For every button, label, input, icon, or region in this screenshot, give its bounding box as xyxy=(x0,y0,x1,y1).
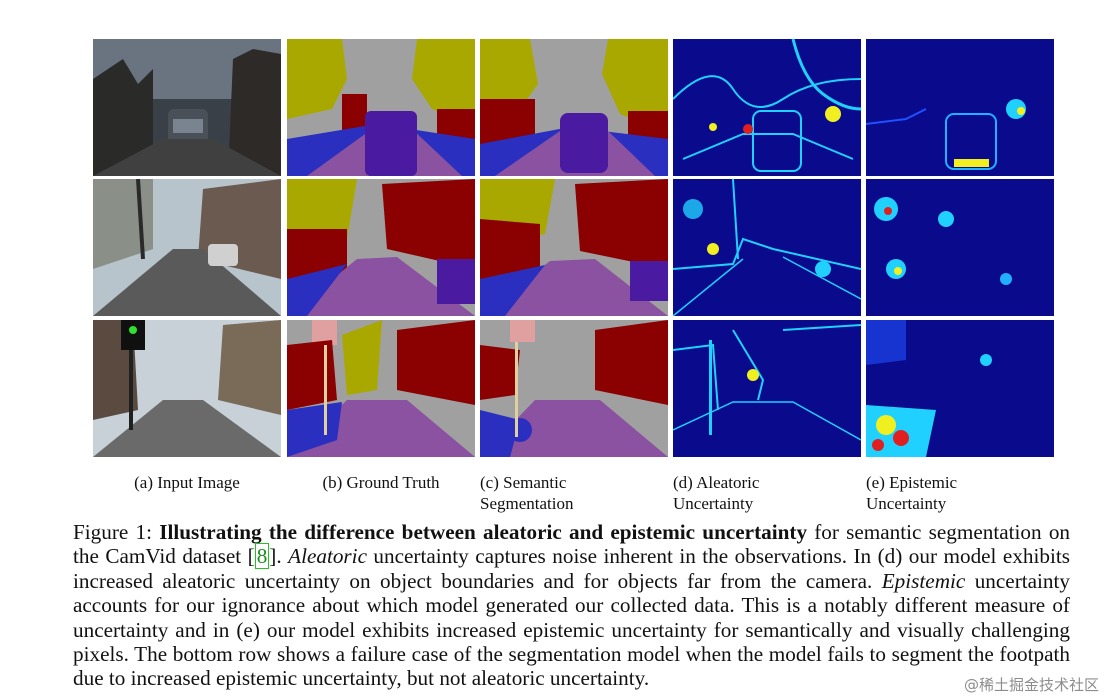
epistemic-uncertainty-row1 xyxy=(866,39,1054,176)
input-image-row3 xyxy=(93,320,281,457)
figure-caption: Figure 1: Illustrating the difference be… xyxy=(73,520,1070,691)
semantic-segmentation-row1 xyxy=(480,39,668,176)
label-semantic-segmentation: (c) Semantic Segmentation xyxy=(480,472,630,514)
aleatoric-word: Aleatoric xyxy=(288,544,367,569)
caption-prefix: Figure 1: xyxy=(73,520,160,544)
aleatoric-uncertainty-row1 xyxy=(673,39,861,176)
ground-truth-row2 xyxy=(287,179,475,316)
input-image-row1 xyxy=(93,39,281,176)
caption-sentence-2: uncertainty captures noise inherent in t… xyxy=(73,544,1071,593)
aleatoric-uncertainty-row2 xyxy=(673,179,861,316)
label-semantic-segmentation-text: (c) Semantic Segmentation xyxy=(480,473,574,513)
epistemic-uncertainty-row3 xyxy=(866,320,1054,457)
caption-title: Illustrating the difference between alea… xyxy=(159,520,808,544)
semantic-segmentation-row3 xyxy=(480,320,668,457)
caption-sentence-3: uncertainty accounts for our ignorance a… xyxy=(73,568,1071,691)
label-ground-truth: (b) Ground Truth xyxy=(322,473,440,492)
caption-after-citation: ]. xyxy=(269,544,289,569)
label-aleatoric-uncertainty-text: (d) Aleatoric Uncertainty xyxy=(673,473,760,513)
label-input-image: (a) Input Image xyxy=(134,473,240,492)
ground-truth-row1 xyxy=(287,39,475,176)
epistemic-uncertainty-row2 xyxy=(866,179,1054,316)
ground-truth-row3 xyxy=(287,320,475,457)
input-image-row2 xyxy=(93,179,281,316)
label-epistemic-uncertainty-text: (e) Epistemic Uncertainty xyxy=(866,473,958,513)
aleatoric-uncertainty-row3 xyxy=(673,320,861,457)
citation-link[interactable]: 8 xyxy=(254,543,270,570)
watermark-text: @稀土掘金技术社区 xyxy=(961,674,1101,695)
caption-after-title: for semantic segmentation on the CamVid … xyxy=(73,520,1071,569)
label-aleatoric-uncertainty: (d) Aleatoric Uncertainty xyxy=(673,472,793,514)
epistemic-word: Epistemic xyxy=(881,568,966,593)
semantic-segmentation-row2 xyxy=(480,179,668,316)
label-epistemic-uncertainty: (e) Epistemic Uncertainty xyxy=(866,472,986,514)
